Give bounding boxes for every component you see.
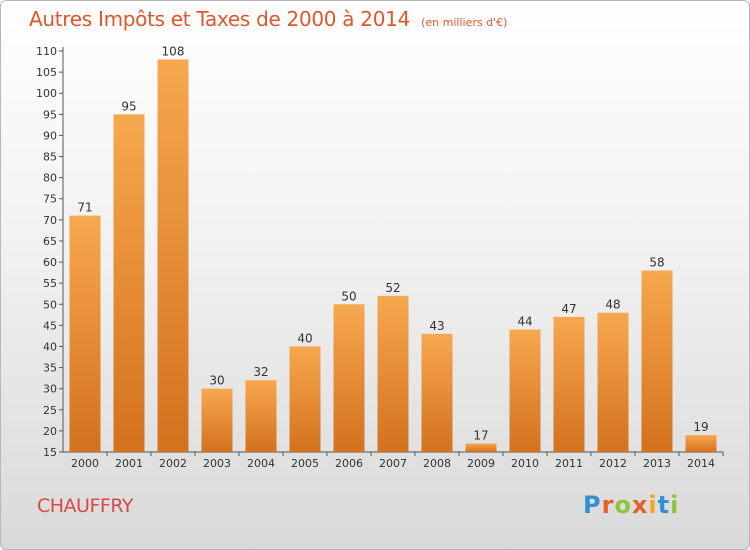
x-tick-label: 2000 <box>71 457 99 470</box>
data-label: 43 <box>429 319 444 333</box>
bar <box>685 435 717 452</box>
x-tick-label: 2012 <box>599 457 627 470</box>
data-label: 95 <box>121 99 136 113</box>
data-label: 52 <box>385 281 400 295</box>
logo-letter: i <box>670 491 680 519</box>
logo-letter: r <box>601 491 615 519</box>
bar <box>641 270 673 452</box>
data-label: 44 <box>517 315 532 329</box>
bar <box>201 388 233 452</box>
y-tick-label: 95 <box>43 108 57 121</box>
logo-letter: i <box>648 491 658 519</box>
bar <box>509 329 541 452</box>
y-tick-label: 60 <box>43 256 57 269</box>
x-tick-label: 2013 <box>643 457 671 470</box>
bar <box>597 312 629 452</box>
chart-unit: (en milliers d'€) <box>421 16 508 29</box>
data-label: 19 <box>693 420 708 434</box>
data-label: 48 <box>605 298 620 312</box>
x-tick-label: 2005 <box>291 457 319 470</box>
bars <box>69 59 717 452</box>
x-tick-label: 2011 <box>555 457 583 470</box>
y-tick-label: 35 <box>43 362 57 375</box>
y-tick-label: 75 <box>43 193 57 206</box>
chart-title: Autres Impôts et Taxes de 2000 à 2014 (e… <box>29 7 507 31</box>
bar <box>553 316 585 452</box>
x-tick-label: 2010 <box>511 457 539 470</box>
data-label: 47 <box>561 302 576 316</box>
x-tick-label: 2009 <box>467 457 495 470</box>
y-tick-label: 15 <box>43 446 57 459</box>
commune-name: CHAUFFRY <box>37 495 133 517</box>
y-tick-label: 100 <box>36 87 57 100</box>
data-label: 71 <box>77 201 92 215</box>
y-tick-label: 90 <box>43 129 57 142</box>
x-tick-label: 2003 <box>203 457 231 470</box>
y-tick-label: 40 <box>43 340 57 353</box>
x-tick-label: 2014 <box>687 457 715 470</box>
y-tick-label: 85 <box>43 151 57 164</box>
x-tick-label: 2006 <box>335 457 363 470</box>
x-tick-label: 2002 <box>159 457 187 470</box>
bar <box>289 346 321 452</box>
y-tick-label: 110 <box>36 45 57 58</box>
logo-letter: t <box>657 491 671 519</box>
value-labels: 71 95 108 30 32 40 50 52 43 17 44 47 48 58 19 <box>77 44 708 442</box>
data-label: 50 <box>341 289 356 303</box>
chart-title-text: Autres Impôts et Taxes de 2000 à 2014 <box>29 7 410 31</box>
x-tick-label: 2007 <box>379 457 407 470</box>
logo-letter: x <box>631 491 649 519</box>
x-tick-label: 2008 <box>423 457 451 470</box>
axes: 15 20 25 30 35 40 45 50 55 60 65 70 75 80 85 90 95 100 105… <box>36 45 724 470</box>
y-tick-label: 25 <box>43 404 57 417</box>
logo-letter: o <box>614 491 632 519</box>
bar <box>157 59 189 452</box>
y-tick-label: 80 <box>43 172 57 185</box>
y-tick-label: 50 <box>43 298 57 311</box>
bar <box>465 443 497 452</box>
bar <box>421 333 453 452</box>
y-tick-label: 70 <box>43 214 57 227</box>
logo-letter: P <box>583 491 602 519</box>
bar <box>113 114 145 452</box>
proxiti-logo: Proxiti <box>583 491 679 519</box>
y-tick-label: 55 <box>43 277 57 290</box>
bar <box>377 295 409 452</box>
x-tick-label: 2001 <box>115 457 143 470</box>
data-label: 108 <box>162 44 185 58</box>
y-tick-label: 45 <box>43 319 57 332</box>
data-label: 30 <box>209 374 224 388</box>
bar <box>333 304 365 452</box>
bar <box>69 215 101 452</box>
data-label: 58 <box>649 255 664 269</box>
x-tick-label: 2004 <box>247 457 275 470</box>
y-tick-label: 30 <box>43 383 57 396</box>
y-tick-label: 20 <box>43 425 57 438</box>
y-tick-label: 105 <box>36 66 57 79</box>
y-tick-label: 65 <box>43 235 57 248</box>
data-label: 17 <box>473 429 488 443</box>
data-label: 32 <box>253 365 268 379</box>
data-label: 40 <box>297 331 312 345</box>
bar <box>245 380 277 452</box>
